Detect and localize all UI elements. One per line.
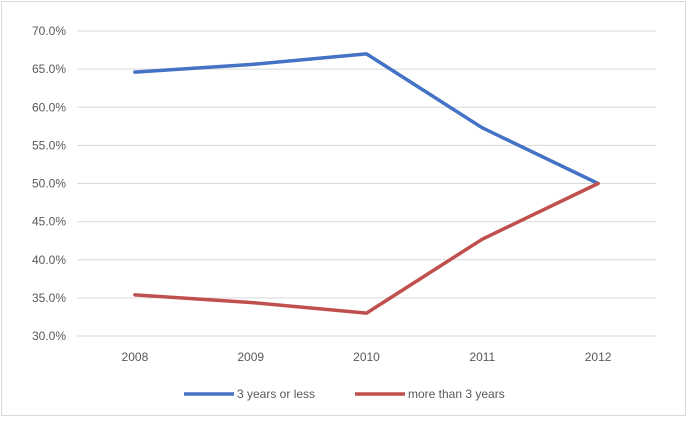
y-tick-label: 60.0% xyxy=(32,100,66,114)
x-tick-label: 2011 xyxy=(469,350,495,364)
y-tick-label: 35.0% xyxy=(32,291,66,305)
series-lines xyxy=(133,52,600,315)
chart-frame: 30.0% 35.0% 40.0% 45.0% 50.0% 55.0% 60.0% 65.0%… xyxy=(1,1,686,416)
y-axis-tick-labels: 30.0% 35.0% 40.0% 45.0% 50.0% 55.0% 60.0% 65.0%… xyxy=(32,24,66,343)
gridlines xyxy=(77,30,656,337)
legend-label: more than 3 years xyxy=(408,387,505,401)
legend-label: 3 years or less xyxy=(237,387,315,401)
x-axis-tick-labels: 2008 2009 2010 2011 2012 xyxy=(122,350,612,364)
series-line-1 xyxy=(133,181,600,315)
y-tick-label: 70.0% xyxy=(32,24,66,38)
y-tick-label: 50.0% xyxy=(32,177,66,191)
x-tick-label: 2008 xyxy=(122,350,149,364)
y-tick-label: 45.0% xyxy=(32,215,66,229)
line-chart: 30.0% 35.0% 40.0% 45.0% 50.0% 55.0% 60.0% 65.0%… xyxy=(32,24,656,401)
y-tick-label: 65.0% xyxy=(32,62,66,76)
y-tick-label: 40.0% xyxy=(32,253,66,267)
series-line-0 xyxy=(133,52,600,186)
x-tick-label: 2012 xyxy=(585,350,612,364)
y-tick-label: 55.0% xyxy=(32,138,66,152)
legend: 3 years or less more than 3 years xyxy=(184,387,505,401)
x-tick-label: 2009 xyxy=(237,350,264,364)
x-tick-label: 2010 xyxy=(353,350,380,364)
y-tick-label: 30.0% xyxy=(32,329,66,343)
